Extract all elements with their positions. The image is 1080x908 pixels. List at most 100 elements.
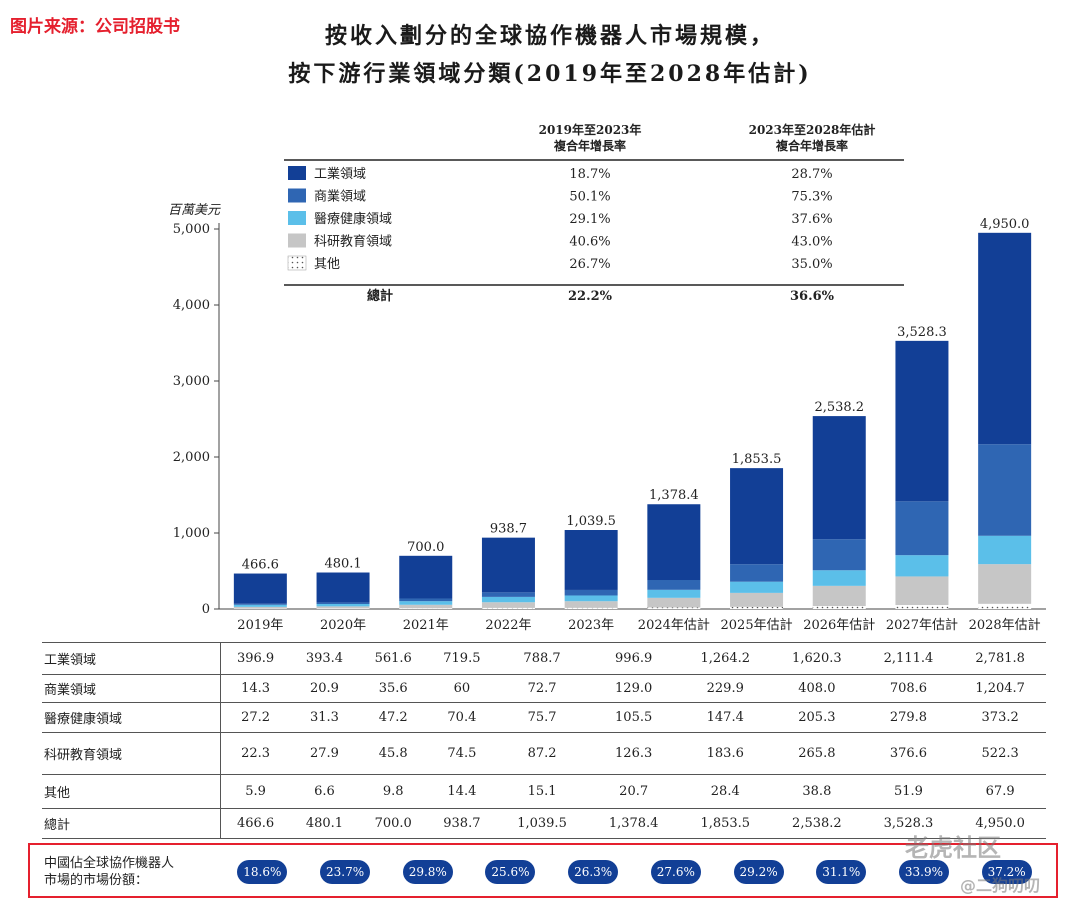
bar-segment-other (647, 607, 701, 609)
table-row: 總計 466.6 480.1 700.0 938.7 1,039.5 1,378.4 1,85… (42, 808, 1046, 839)
table-cell: 708.6 (862, 674, 955, 703)
data-table: 工業領域 396.9 393.4 561.6 719.5 788.7 996.9 1,264.… (42, 642, 1046, 839)
bar-segment-medical (399, 601, 453, 605)
y-axis-unit-label: 百萬美元 (168, 203, 221, 218)
legend-cagr-table: 2019年至2023年複合年增長率2023年至2028年估計複合年增長率工業領域… (284, 122, 904, 304)
market-share-pill: 37.2% (981, 860, 1032, 884)
x-tick-label: 2020年 (320, 618, 366, 633)
table-row: 醫療健康領域 27.2 31.3 47.2 70.4 75.7 105.5 147.4 205.… (42, 702, 1046, 733)
table-row-label: 總計 (42, 808, 221, 839)
legend-label: 工業領域 (314, 166, 366, 182)
legend-swatch-medical (288, 211, 306, 225)
bar-segment-research (233, 606, 287, 609)
cagr-value: 43.0% (791, 235, 832, 250)
cagr-total-value: 22.2% (568, 289, 613, 304)
table-row-label: 醫療健康領域 (42, 702, 221, 733)
x-tick-label: 2021年 (403, 618, 449, 633)
table-cell: 70.4 (427, 702, 497, 733)
table-row: 商業領域 14.3 20.9 35.6 60 72.7 129.0 229.9 408.0 708… (42, 674, 1046, 703)
table-cell: 28.4 (679, 774, 772, 809)
bar-segment-medical (647, 589, 701, 598)
x-tick-label: 2024年估計 (638, 617, 710, 633)
table-cell: 74.5 (427, 732, 497, 775)
bar-total-label: 700.0 (407, 540, 444, 555)
chart-title-line1: 按收入劃分的全球協作機器人市場規模， (324, 23, 775, 49)
x-tick-label: 2027年估計 (886, 617, 958, 633)
table-cell: 2,111.4 (862, 642, 955, 675)
table-cell: 31.3 (290, 702, 359, 733)
bar-segment-research (647, 597, 701, 608)
table-cell: 67.9 (954, 774, 1046, 809)
bar-segment-industrial (812, 416, 866, 540)
table-cell: 396.9 (220, 642, 291, 675)
y-tick-label: 5,000 (173, 222, 210, 237)
bar-total-label: 938.7 (490, 522, 527, 537)
bar-total-label: 480.1 (324, 557, 361, 572)
bar-segment-industrial (730, 468, 784, 565)
table-cell: 205.3 (771, 702, 863, 733)
market-share-label-line2: 市場的市場份額： (44, 873, 149, 888)
table-cell: 1,853.5 (679, 808, 772, 839)
table-row: 科研教育領域 22.3 27.9 45.8 74.5 87.2 126.3 183.6 265.… (42, 732, 1046, 775)
table-cell: 265.8 (771, 732, 863, 775)
x-tick-label: 2022年 (485, 618, 531, 633)
legend-label: 科研教育領域 (314, 234, 392, 250)
table-cell: 9.8 (358, 774, 428, 809)
bar-segment-medical (730, 581, 784, 593)
table-cell: 522.3 (954, 732, 1046, 775)
table-cell: 373.2 (954, 702, 1046, 733)
bar-segment-medical (812, 570, 866, 586)
bar-segment-industrial (399, 555, 453, 599)
legend-label: 醫療健康領域 (314, 211, 392, 227)
table-cell: 129.0 (587, 674, 680, 703)
table-row-label: 工業領域 (42, 642, 221, 675)
legend-swatch-commercial (288, 188, 306, 203)
table-cell: 51.9 (862, 774, 955, 809)
table-cell: 408.0 (771, 674, 863, 703)
table-cell: 183.6 (679, 732, 772, 775)
x-tick-label: 2026年估計 (803, 617, 875, 633)
bar-segment-research (399, 604, 453, 609)
table-cell: 938.7 (427, 808, 497, 839)
table-cell: 2,781.8 (954, 642, 1046, 675)
bar-segment-other (399, 608, 453, 609)
bar-total-label: 1,853.5 (732, 452, 782, 467)
cagr-value: 35.0% (791, 257, 832, 272)
bar-segment-research (730, 592, 784, 607)
table-cell: 38.8 (771, 774, 863, 809)
bar-segment-commercial (564, 589, 618, 596)
cagr-value: 18.7% (569, 167, 610, 182)
table-cell: 1,039.5 (496, 808, 588, 839)
cagr-value: 40.6% (569, 235, 610, 250)
cagr-value: 37.6% (791, 212, 832, 227)
legend-label: 其他 (314, 257, 340, 272)
cagr-value: 29.1% (569, 212, 610, 227)
chart-title-line2: 按下游行業領域分類(2019年至2028年估計) (288, 61, 812, 87)
bar-total-label: 4,950.0 (980, 217, 1030, 232)
table-cell: 27.2 (220, 702, 291, 733)
y-tick-label: 4,000 (173, 298, 210, 313)
market-share-pill: 33.9% (898, 860, 949, 884)
bar-segment-commercial (730, 564, 784, 582)
table-cell: 14.4 (427, 774, 497, 809)
bar-segment-medical (316, 603, 370, 607)
table-cell: 22.3 (220, 732, 291, 775)
bar-segment-other (812, 606, 866, 609)
bar-total-label: 1,039.5 (566, 514, 616, 529)
bar-segment-other (564, 607, 618, 609)
legend-swatch-industrial (288, 166, 306, 180)
table-cell: 1,204.7 (954, 674, 1046, 703)
table-row-label: 科研教育領域 (42, 732, 221, 775)
bar-total-label: 1,378.4 (649, 488, 699, 503)
table-cell: 1,378.4 (587, 808, 680, 839)
bar-segment-commercial (233, 603, 287, 605)
market-share-pill: 27.6% (650, 860, 701, 884)
table-cell: 87.2 (496, 732, 588, 775)
bar-segment-commercial (812, 539, 866, 571)
bar-segment-commercial (481, 592, 535, 597)
bar-total-label: 2,538.2 (814, 400, 864, 415)
table-cell: 376.6 (862, 732, 955, 775)
bar-segment-commercial (978, 444, 1032, 536)
table-cell: 229.9 (679, 674, 772, 703)
bar-segment-other (895, 605, 949, 609)
